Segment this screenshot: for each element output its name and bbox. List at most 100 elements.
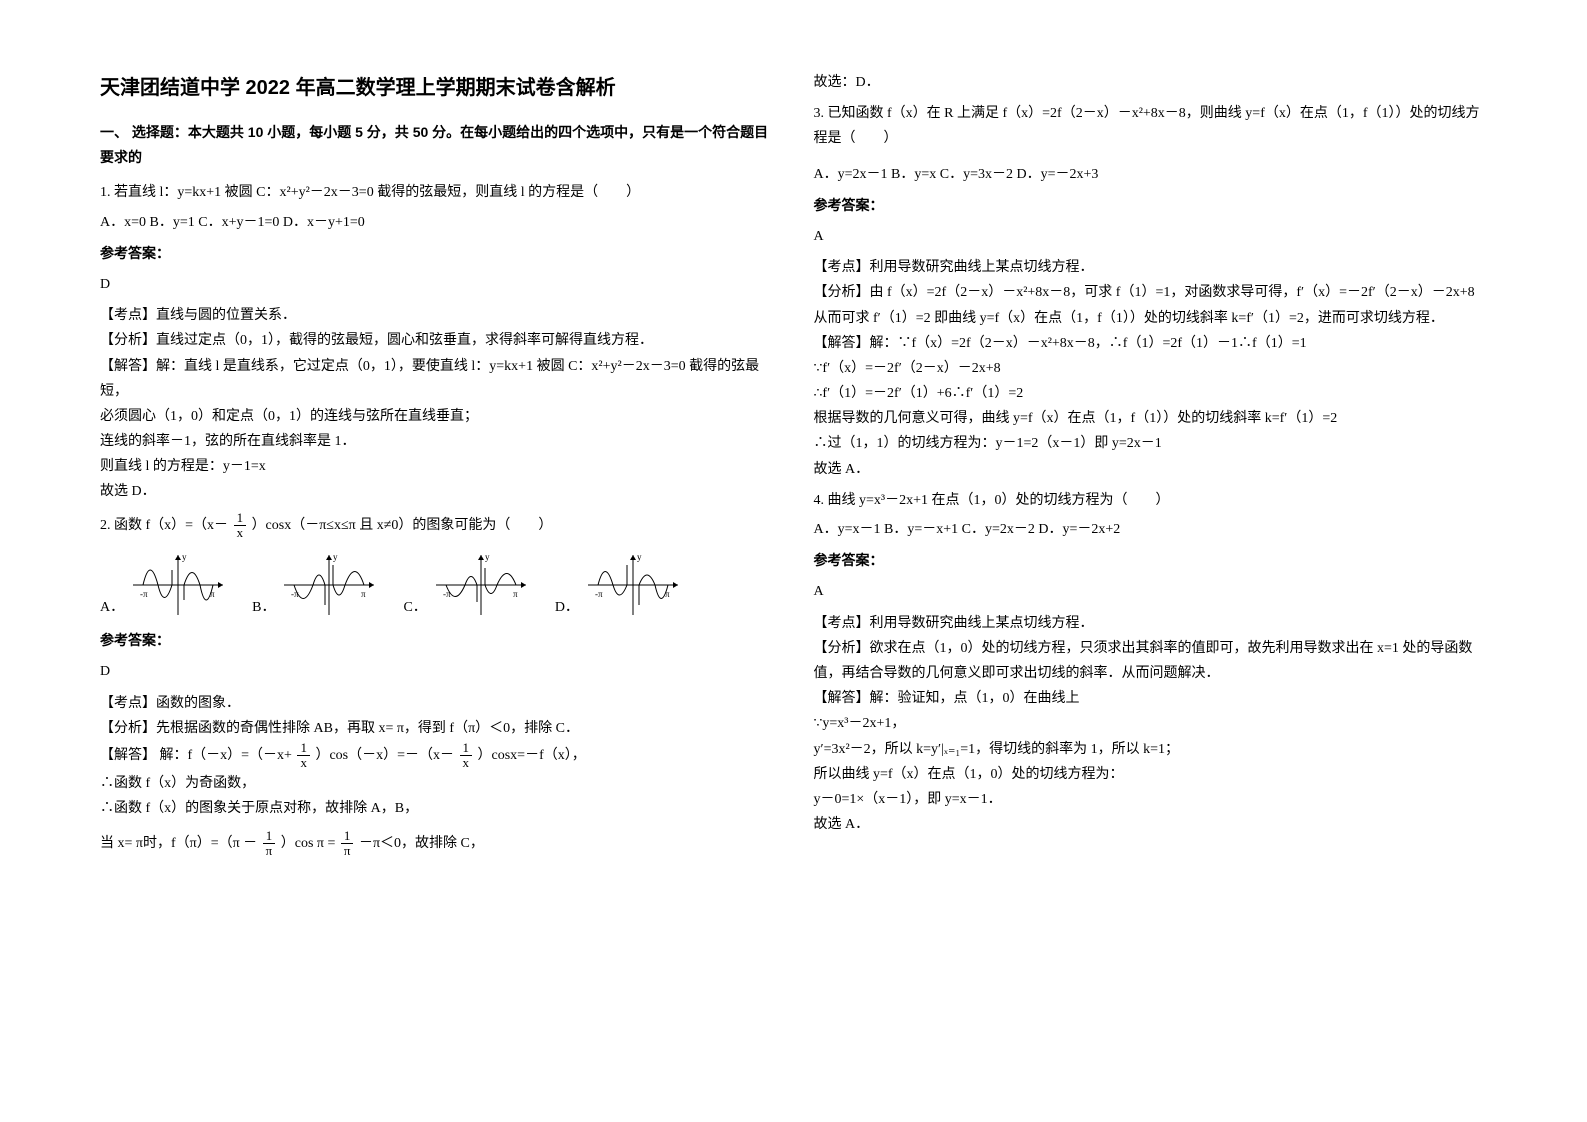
q2-fraction-2b: 1 x	[460, 741, 473, 771]
svg-text:π: π	[361, 589, 366, 599]
question-2: 2. 函数 f（x）=（x－ 1 x ）cosx（－π≤x≤π 且 x≠0）的图…	[100, 511, 774, 859]
q2-solve4b: ）cos π =	[281, 836, 336, 851]
q2-frac2-den: x	[297, 756, 310, 770]
q2-stem-prefix: 2. 函数 f（x）=（x－	[100, 518, 228, 533]
q2-chart-a-wrap: A． -π π y	[100, 550, 228, 620]
q1-answer: D	[100, 272, 774, 297]
q3-solve4: 根据导数的几何意义可得，曲线 y=f（x）在点（1，f（1））处的切线斜率 k=…	[814, 406, 1488, 431]
q1-stem: 1. 若直线 l：y=kx+1 被圆 C：x²+y²－2x－3=0 截得的弦最短…	[100, 180, 774, 205]
svg-text:y: y	[182, 552, 187, 562]
q2-chart-b: -π π y	[279, 550, 379, 620]
q2-fraction-3: 1 π	[263, 829, 276, 859]
svg-text:-π: -π	[443, 589, 451, 599]
q4-analysis: 【考点】利用导数研究曲线上某点切线方程． 【分析】欲求在点（1，0）处的切线方程…	[814, 611, 1488, 838]
q4-solve6: 故选 A．	[814, 812, 1488, 837]
q4-solve2: ∵y=x³－2x+1，	[814, 711, 1488, 736]
q1-analysis-line: 【分析】直线过定点（0，1），截得的弦最短，圆心和弦垂直，求得斜率可解得直线方程…	[100, 328, 774, 353]
q2-answer-label: 参考答案：	[100, 628, 774, 653]
right-column: 故选：D． 3. 已知函数 f（x）在 R 上满足 f（x）=2f（2－x）－x…	[794, 70, 1508, 1082]
svg-text:π: π	[513, 589, 518, 599]
q3-solve3: ∴f′（1）=－2f′（1）+6∴f′（1）=2	[814, 381, 1488, 406]
q1-options: A．x=0 B．y=1 C．x+y－1=0 D．x－y+1=0	[100, 210, 774, 235]
q4-solve-line: 【解答】解：验证知，点（1，0）在曲线上	[814, 686, 1488, 711]
svg-text:y: y	[485, 552, 490, 562]
q2-chart-d-wrap: D． -π π y	[555, 550, 683, 620]
q4-solve4: 所以曲线 y=f（x）在点（1，0）处的切线方程为：	[814, 762, 1488, 787]
q3-analysis-line: 【分析】由 f（x）=2f（2－x）－x²+8x－8，可求 f（1）=1，对函数…	[814, 280, 1488, 330]
q2-analysis-line: 【分析】先根据函数的奇偶性排除 AB，再取 x= π，得到 f（π）＜0，排除 …	[100, 716, 774, 741]
q2-chart-c-wrap: C． -π π y	[403, 550, 530, 620]
q2-chart-c: -π π y	[431, 550, 531, 620]
q1-solve1: 解：直线 l 是直线系，它过定点（0，1），要使直线 l：y=kx+1 被圆 C…	[100, 359, 759, 399]
svg-text:π: π	[665, 589, 670, 599]
q1-solve-line1: 【解答】解：直线 l 是直线系，它过定点（0，1），要使直线 l：y=kx+1 …	[100, 354, 774, 404]
q3-solve-line: 【解答】解：∵f（x）=2f（2－x）－x²+8x－8，∴f（1）=2f（1）－…	[814, 331, 1488, 356]
q2-point: 【考点】函数的图象．	[100, 691, 774, 716]
left-column: 天津团结道中学 2022 年高二数学理上学期期末试卷含解析 一、 选择题：本大题…	[80, 70, 794, 1082]
svg-text:-π: -π	[595, 589, 603, 599]
q3-solve2: ∵f′（x）=－2f′（2－x）－2x+8	[814, 356, 1488, 381]
q2-chart-label-c: C．	[403, 595, 426, 620]
q2-point-text: 函数的图象．	[156, 696, 240, 711]
q3-answer-label: 参考答案：	[814, 193, 1488, 218]
q2-solve1c: ）cosx=－f（x），	[478, 748, 586, 763]
q1-point-text: 直线与圆的位置关系．	[156, 308, 296, 323]
q2-chart-d: -π π y	[583, 550, 683, 620]
q4-analysis-line: 【分析】欲求在点（1，0）处的切线方程，只须求出其斜率的值即可，故先利用导数求出…	[814, 636, 1488, 686]
q1-analysis-label: 【分析】	[100, 333, 156, 348]
svg-text:y: y	[637, 552, 642, 562]
q2-chart-row: A． -π π y B．	[100, 550, 774, 620]
question-1: 1. 若直线 l：y=kx+1 被圆 C：x²+y²－2x－3=0 截得的弦最短…	[100, 180, 774, 504]
q2-answer: D	[100, 659, 774, 684]
q3-solve-label: 【解答】	[814, 336, 870, 351]
q3-analysis: 【考点】利用导数研究曲线上某点切线方程． 【分析】由 f（x）=2f（2－x）－…	[814, 255, 1488, 482]
page-title: 天津团结道中学 2022 年高二数学理上学期期末试卷含解析	[100, 70, 774, 106]
q3-solve6: 故选 A．	[814, 457, 1488, 482]
question-3: 3. 已知函数 f（x）在 R 上满足 f（x）=2f（2－x）－x²+8x－8…	[814, 101, 1488, 482]
q1-solve2: 必须圆心（1，0）和定点（0，1）的连线与弦所在直线垂直；	[100, 404, 774, 429]
q2-chart-label-b: B．	[252, 595, 275, 620]
q2-solve5: 故选：D．	[814, 70, 1488, 95]
q4-solve1: 解：验证知，点（1，0）在曲线上	[870, 691, 1080, 706]
q1-analysis-text: 直线过定点（0，1），截得的弦最短，圆心和弦垂直，求得斜率可解得直线方程．	[156, 333, 653, 348]
q4-solve-label: 【解答】	[814, 691, 870, 706]
q1-point: 【考点】直线与圆的位置关系．	[100, 303, 774, 328]
q3-analysis-text: 由 f（x）=2f（2－x）－x²+8x－8，可求 f（1）=1，对函数求导可得…	[814, 285, 1475, 325]
q2-analysis: 【考点】函数的图象． 【分析】先根据函数的奇偶性排除 AB，再取 x= π，得到…	[100, 691, 774, 859]
q4-analysis-label: 【分析】	[814, 641, 870, 656]
q2-frac3-den: π	[263, 844, 276, 858]
q2-frac-num: 1	[234, 511, 247, 526]
q2-chart-label-a: A．	[100, 595, 124, 620]
svg-text:y: y	[333, 552, 338, 562]
q1-solve4: 则直线 l 的方程是：y－1=x	[100, 454, 774, 479]
q3-point: 【考点】利用导数研究曲线上某点切线方程．	[814, 255, 1488, 280]
q3-point-text: 利用导数研究曲线上某点切线方程．	[870, 260, 1094, 275]
q3-point-label: 【考点】	[814, 260, 870, 275]
q3-options: A．y=2x－1 B．y=x C．y=3x－2 D．y=－2x+3	[814, 162, 1488, 187]
q2-solve1b: ）cos（－x）=－（x－	[315, 748, 454, 763]
section-heading: 一、 选择题：本大题共 10 小题，每小题 5 分，共 50 分。在每小题给出的…	[100, 120, 774, 170]
q4-point-text: 利用导数研究曲线上某点切线方程．	[870, 616, 1094, 631]
q3-stem: 3. 已知函数 f（x）在 R 上满足 f（x）=2f（2－x）－x²+8x－8…	[814, 101, 1488, 151]
q4-point-label: 【考点】	[814, 616, 870, 631]
q2-chart-b-wrap: B． -π π y	[252, 550, 379, 620]
question-4: 4. 曲线 y=x³－2x+1 在点（1，0）处的切线方程为（ ） A．y=x－…	[814, 488, 1488, 837]
q2-fraction-4: 1 π	[341, 829, 354, 859]
q2-frac-den: x	[234, 526, 247, 540]
q2-stem-suffix: ）cosx（－π≤x≤π 且 x≠0）的图象可能为（ ）	[252, 518, 553, 533]
q2-frac2-num: 1	[297, 741, 310, 756]
q2-frac4-den: π	[341, 844, 354, 858]
q4-options: A．y=x－1 B．y=－x+1 C．y=2x－2 D．y=－2x+2	[814, 517, 1488, 542]
q3-answer: A	[814, 224, 1488, 249]
q2-fraction-2: 1 x	[297, 741, 310, 771]
q4-point: 【考点】利用导数研究曲线上某点切线方程．	[814, 611, 1488, 636]
q4-analysis-text: 欲求在点（1，0）处的切线方程，只须求出其斜率的值即可，故先利用导数求出在 x=…	[814, 641, 1473, 681]
q2-analysis-label: 【分析】	[100, 721, 156, 736]
q4-solve3: y′=3x²－2，所以 k=y′|ₓ₌₁=1，得切线的斜率为 1，所以 k=1；	[814, 737, 1488, 762]
q1-answer-label: 参考答案：	[100, 241, 774, 266]
q3-solve5: ∴过（1，1）的切线方程为：y－1=2（x－1）即 y=2x－1	[814, 431, 1488, 456]
q3-analysis-label: 【分析】	[814, 285, 870, 300]
q4-stem: 4. 曲线 y=x³－2x+1 在点（1，0）处的切线方程为（ ）	[814, 488, 1488, 513]
q2-solve4: 当 x= π时，f（π）=（π － 1 π ）cos π = 1 π －π＜0，…	[100, 829, 774, 859]
q2-point-label: 【考点】	[100, 696, 156, 711]
